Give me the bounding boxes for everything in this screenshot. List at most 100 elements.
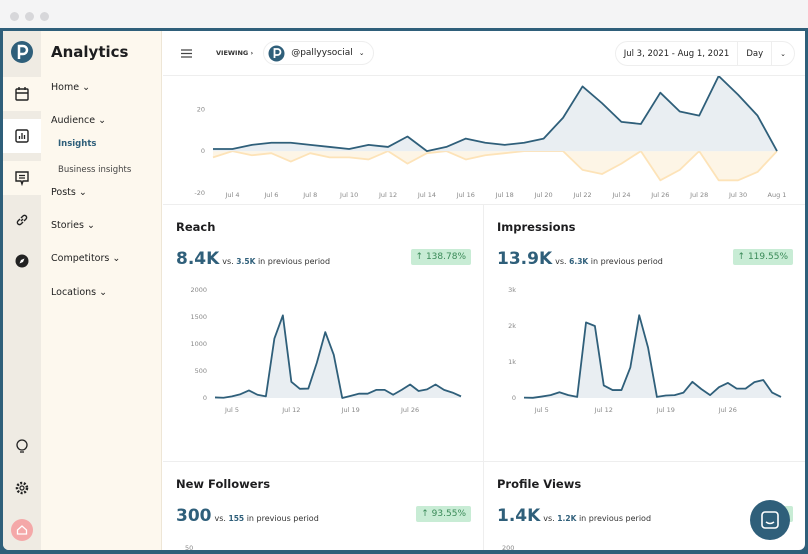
series-area: [215, 315, 461, 398]
card-stat: 1.4K vs. 1.2K in previous period: [497, 506, 651, 526]
date-range[interactable]: Jul 3, 2021 - Aug 1, 2021: [623, 48, 730, 59]
card-stat: 13.9K vs. 6.3K in previous period: [497, 249, 663, 269]
vs-label: vs.: [555, 257, 567, 266]
stat-value: 1.4K: [497, 506, 541, 526]
account-name: @pallyysocial: [291, 48, 353, 58]
stat-suffix: in previous period: [246, 514, 319, 523]
message-icon[interactable]: [3, 161, 41, 195]
impressions-card: Impressions 13.9K vs. 6.3K in previous pe…: [484, 205, 805, 462]
previous-value: 3.5K: [236, 257, 256, 266]
divider: [163, 204, 805, 205]
top-header: VIEWING › @pallyysocial ⌄ Jul 3, 2021 - …: [163, 31, 805, 76]
impressions-chart: 3k 2k 1k 0 Jul 5 Jul 12 Jul 19 Jul 26: [508, 286, 782, 414]
series-line: [212, 150, 778, 182]
previous-value: 1.2K: [557, 514, 577, 523]
nav-item-locations[interactable]: Locations ⌄: [51, 287, 107, 298]
card-title: Reach: [176, 220, 216, 234]
stat-value: 300: [176, 506, 212, 526]
vs-label: vs.: [222, 257, 234, 266]
nav-item-stories[interactable]: Stories ⌄: [51, 220, 95, 231]
chevron-down-icon: ⌄: [86, 220, 95, 231]
chevron-down-icon: ⌄: [98, 115, 107, 126]
browser-chrome: [0, 0, 808, 31]
x-tick-label: Jul 30: [728, 191, 747, 199]
app-title: Analytics: [51, 43, 129, 61]
lightbulb-icon[interactable]: [3, 429, 41, 463]
vs-label: vs.: [543, 514, 555, 523]
viewing-label: VIEWING ›: [216, 49, 254, 57]
x-tick-label: Jul 5: [534, 406, 549, 414]
x-tick-label: Jul 18: [495, 191, 514, 199]
account-selector[interactable]: @pallyysocial ⌄: [263, 41, 374, 65]
compass-icon[interactable]: [3, 244, 41, 278]
bar-chart-icon[interactable]: [3, 119, 41, 153]
series-area: [213, 151, 777, 181]
x-tick-label: Jul 26: [650, 191, 669, 199]
x-tick-label: Jul 22: [572, 191, 591, 199]
x-tick-label: Jul 16: [456, 191, 475, 199]
nav-item-home[interactable]: Home ⌄: [51, 82, 90, 93]
previous-value: 155: [228, 514, 245, 523]
series-area: [524, 315, 781, 398]
x-tick-label: Jul 20: [534, 191, 553, 199]
chevron-down-icon: ⌄: [82, 82, 91, 93]
nav-sub-business-insights[interactable]: Business insights: [58, 165, 132, 175]
card-title: Impressions: [497, 220, 576, 234]
reach-chart: 2000 1500 1000 500 0 Jul 5 Jul 12 Jul 19 Jul 26: [190, 286, 462, 414]
nav-item-audience[interactable]: Audience ⌄: [51, 115, 106, 126]
chevron-down-icon[interactable]: ⌄: [771, 42, 794, 65]
stat-suffix: in previous period: [590, 257, 663, 266]
x-tick-label: Jul 10: [339, 191, 358, 199]
hamburger-menu-icon[interactable]: [181, 49, 192, 58]
y-tick-label: 3k: [508, 286, 516, 294]
chat-icon: [761, 511, 779, 529]
x-tick-label: Jul 28: [689, 191, 708, 199]
card-title: Profile Views: [497, 477, 582, 491]
gear-icon[interactable]: [3, 471, 41, 505]
nav-label: Audience: [51, 115, 96, 126]
granularity-select[interactable]: Day: [737, 42, 771, 65]
nav-item-competitors[interactable]: Competitors ⌄: [51, 253, 120, 264]
card-stat: 8.4K vs. 3.5K in previous period: [176, 249, 330, 269]
series-area: [213, 76, 777, 152]
chevron-down-icon: ⌄: [99, 287, 108, 298]
y-tick-label: 0: [203, 394, 207, 402]
home-icon[interactable]: [3, 513, 41, 547]
y-tick-label: 1000: [190, 340, 207, 348]
window-dot[interactable]: [25, 12, 34, 21]
x-tick-label: Jul 24: [611, 191, 630, 199]
nav-sub-insights[interactable]: Insights: [58, 139, 97, 149]
nav-label: Posts: [51, 187, 76, 198]
stat-value: 8.4K: [176, 249, 220, 269]
x-tick-label: Jul 8: [302, 191, 317, 199]
engagement-chart: 20 0 -20 Jul 4 Jul 6 Jul 8 Jul 10 Jul 12 Jul 14 J…: [194, 76, 787, 199]
nav-item-posts[interactable]: Posts ⌄: [51, 187, 87, 198]
y-tick: 50: [185, 544, 194, 550]
y-tick: 200: [502, 544, 515, 550]
date-range-picker[interactable]: Jul 3, 2021 - Aug 1, 2021 Day ⌄: [614, 41, 795, 66]
link-icon[interactable]: [3, 203, 41, 237]
calendar-icon[interactable]: [3, 77, 41, 111]
chevron-down-icon: ⌄: [78, 187, 87, 198]
icon-rail: [3, 31, 41, 550]
logo-icon[interactable]: [3, 35, 41, 69]
main-content: VIEWING › @pallyysocial ⌄ Jul 3, 2021 - …: [163, 31, 805, 550]
x-tick-label: Aug 1: [768, 191, 787, 199]
x-tick-label: Jul 5: [224, 406, 239, 414]
y-tick-label: 1k: [508, 358, 516, 366]
x-tick-label: Jul 12: [281, 406, 300, 414]
card-title: New Followers: [176, 477, 271, 491]
app-window: Analytics Home ⌄ Audience ⌄ Insights Bus…: [3, 31, 805, 550]
x-tick-label: Jul 14: [417, 191, 436, 199]
reach-card: Reach 8.4K vs. 3.5K in previous period ↑ …: [163, 205, 484, 462]
y-tick-label: 20: [197, 105, 205, 113]
previous-value: 6.3K: [569, 257, 589, 266]
y-tick-label: 500: [195, 367, 207, 375]
nav-label: Home: [51, 82, 80, 93]
window-dot[interactable]: [40, 12, 49, 21]
new-followers-card: New Followers 300 vs. 155 in previous per…: [163, 462, 484, 550]
chat-launcher-button[interactable]: [750, 500, 790, 540]
window-dot[interactable]: [10, 12, 19, 21]
stat-value: 13.9K: [497, 249, 553, 269]
sidebar-nav: Analytics Home ⌄ Audience ⌄ Insights Bus…: [41, 31, 162, 550]
